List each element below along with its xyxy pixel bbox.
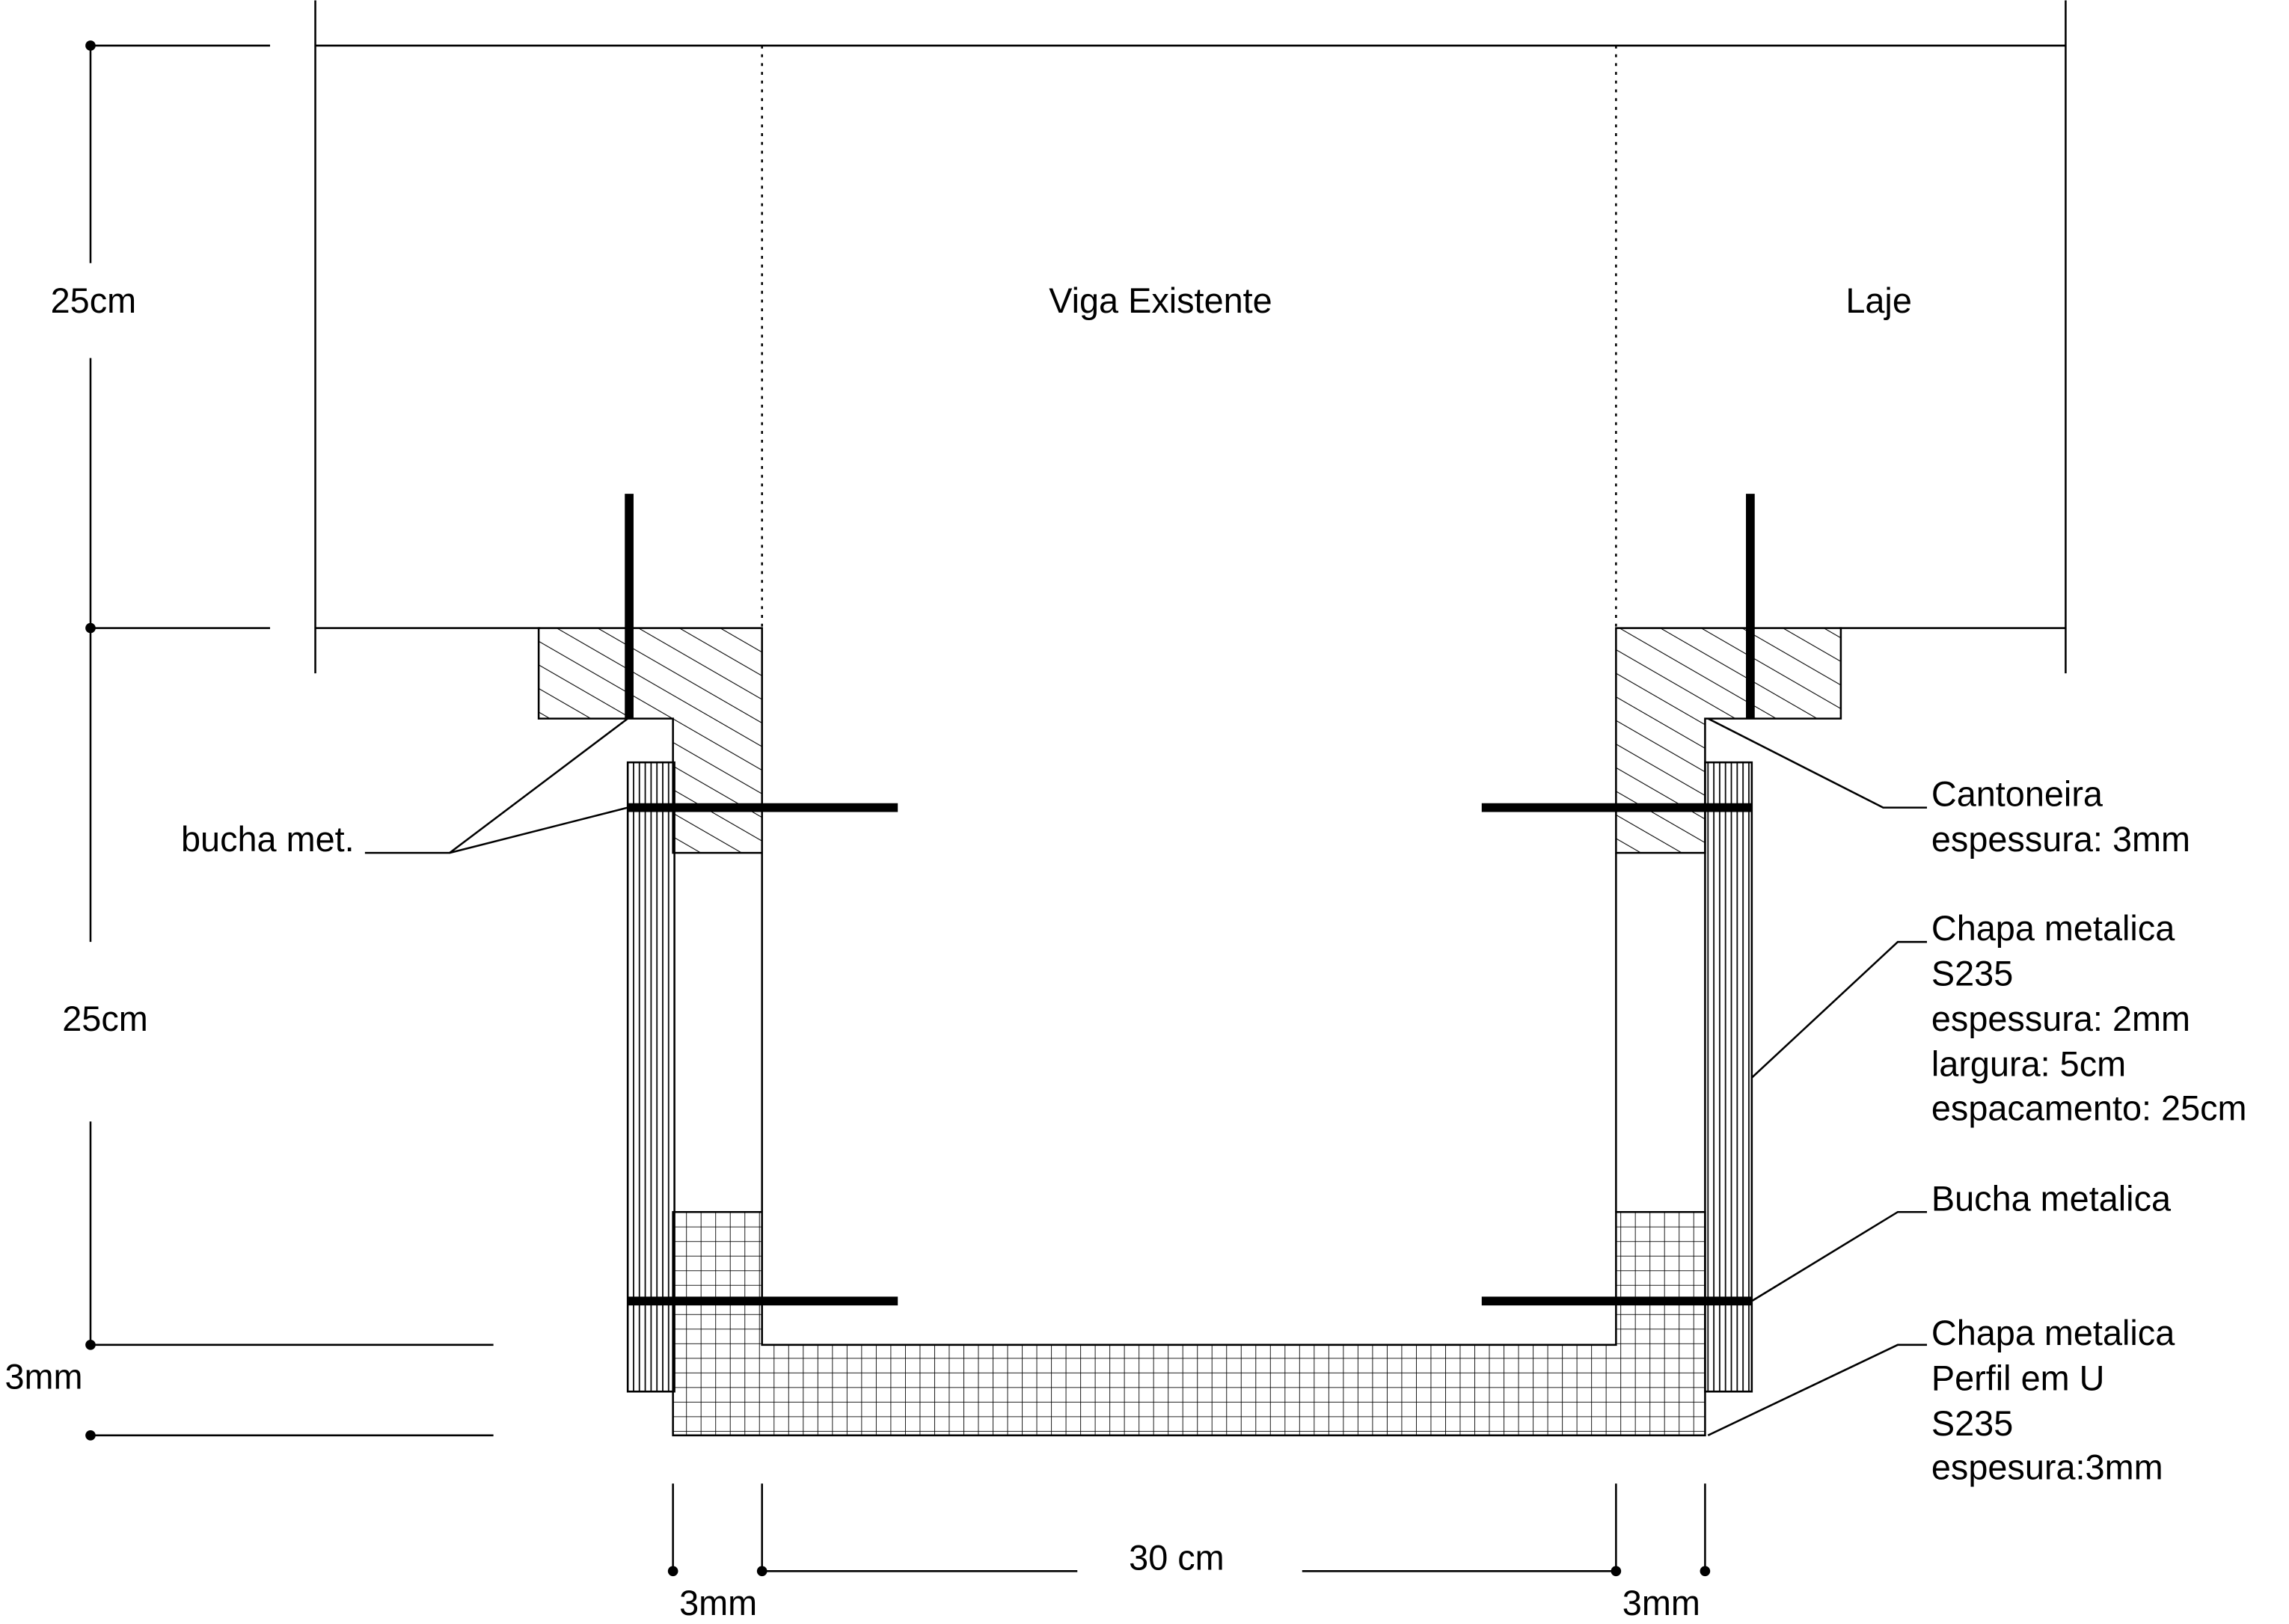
label-chapa-vertical-4: largura: 5cm	[1931, 1045, 2126, 1084]
label-chapa-u-2: Perfil em U	[1931, 1358, 2105, 1397]
dim-label-right-thickness: 3mm	[1622, 1584, 1700, 1623]
dim-label-width: 30 cm	[1129, 1538, 1225, 1577]
dim-dot	[85, 40, 96, 51]
dim-dot	[756, 1566, 767, 1577]
leader-cantoneira	[1707, 717, 1928, 809]
dim-dot	[1611, 1566, 1622, 1577]
label-chapa-u-1: Chapa metalica	[1931, 1314, 2175, 1352]
label-bucha-metalica: Bucha metalica	[1931, 1179, 2172, 1218]
label-bucha-met: bucha met.	[181, 820, 355, 859]
left-vertical-plate	[626, 761, 675, 1393]
u-channel-section	[672, 1210, 1706, 1437]
leader-bucha-right	[1751, 1210, 1928, 1302]
label-chapa-vertical-3: espessura: 2mm	[1931, 999, 2190, 1038]
label-laje: Laje	[1845, 281, 1912, 320]
label-viga-existente: Viga Existente	[1049, 281, 1272, 320]
label-cantoneira-2: espessura: 3mm	[1931, 820, 2190, 859]
left-angle-section	[537, 627, 763, 854]
dim-label-middle: 25cm	[62, 999, 148, 1038]
dim-dot	[85, 1430, 96, 1441]
dim-label-bottom: 3mm	[5, 1357, 83, 1396]
label-chapa-vertical-5: espacamento: 25cm	[1931, 1088, 2247, 1127]
dim-dot	[85, 1339, 96, 1350]
dim-dot	[1700, 1566, 1711, 1577]
leader-bucha-left-2	[449, 806, 628, 854]
leader-chapa-u	[1707, 1343, 1928, 1436]
leader-bucha-left	[364, 717, 628, 854]
label-chapa-vertical-1: Chapa metalica	[1931, 909, 2175, 948]
right-vertical-plate	[1704, 761, 1753, 1393]
dim-dot	[667, 1566, 678, 1577]
label-chapa-vertical-2: S235	[1931, 955, 2013, 993]
dim-dot	[85, 622, 96, 634]
label-chapa-u-3: S235	[1931, 1404, 2013, 1443]
leader-chapa-vertical	[1750, 940, 1928, 1079]
dim-label-top: 25cm	[51, 281, 137, 320]
dim-label-left-thickness: 3mm	[679, 1584, 757, 1623]
label-chapa-u-4: espesura:3mm	[1931, 1447, 2163, 1486]
label-cantoneira-1: Cantoneira	[1931, 775, 2103, 814]
